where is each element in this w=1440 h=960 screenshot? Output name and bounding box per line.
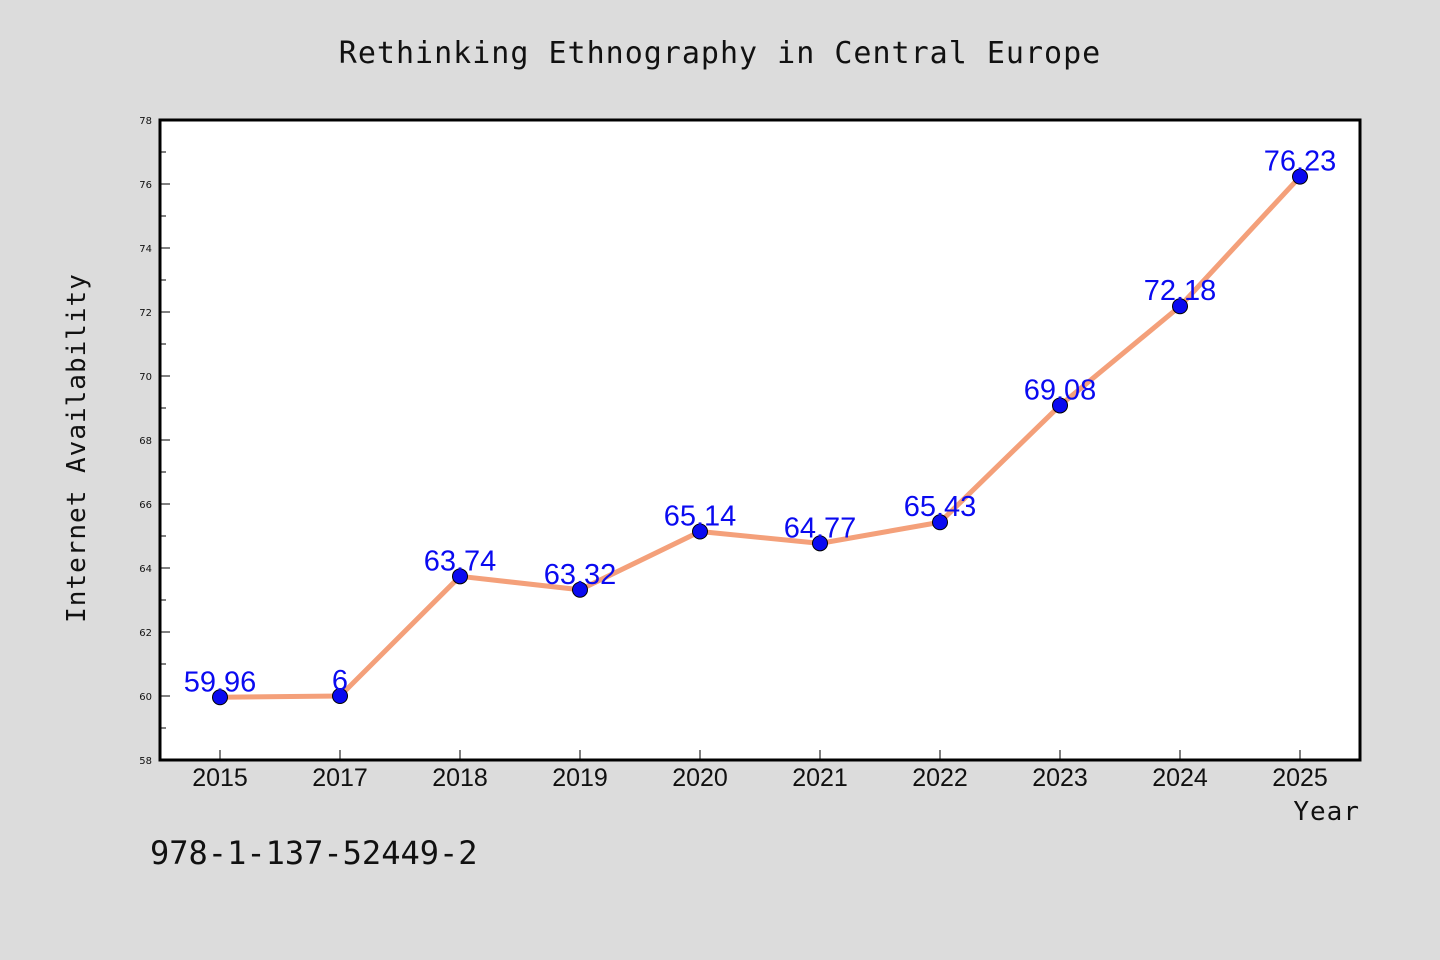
y-tick-label: 62: [139, 628, 152, 639]
y-tick-label: 76: [139, 180, 152, 191]
data-point: [1052, 397, 1068, 414]
data-point: [572, 581, 588, 598]
data-label: 65.43: [904, 491, 977, 523]
y-tick-label: 68: [139, 436, 152, 447]
y-tick-label: 64: [139, 564, 152, 575]
series-line: [217, 174, 1303, 700]
x-tick-label: 2017: [312, 764, 368, 792]
x-tick-label: 2015: [192, 764, 248, 792]
x-axis: 2015 2017 2018 2019 2020 2021 2022 2023 2024 2025: [192, 750, 1328, 792]
y-axis: 58 60 62 64 66 68 70 72 74 76 78: [139, 116, 170, 767]
data-label: 65.14: [664, 501, 737, 533]
data-label: 59.96: [184, 666, 257, 698]
data-label: 69.08: [1024, 374, 1097, 406]
chart-title: Rethinking Ethnography in Central Europe: [339, 36, 1101, 71]
data-point: [332, 688, 348, 704]
y-tick-label: 78: [139, 116, 152, 127]
x-tick-label: 2024: [1152, 764, 1208, 792]
y-tick-label: 74: [139, 244, 152, 255]
x-tick-label: 2019: [552, 764, 608, 792]
x-tick-label: 2020: [672, 764, 728, 792]
y-tick-label: 70: [139, 372, 152, 383]
series-group: 59.96 6 63.74 63.32 65.14 64.77 65.43 69.08 72.1…: [184, 146, 1337, 706]
x-tick-label: 2021: [792, 764, 848, 792]
data-point: [1172, 298, 1188, 315]
plot-area: [158, 118, 1362, 762]
x-tick-label: 2025: [1272, 764, 1328, 792]
data-point: [452, 568, 468, 585]
y-tick-label: 58: [139, 756, 152, 767]
data-label: 63.74: [424, 545, 497, 577]
x-tick-label: 2022: [912, 764, 968, 792]
data-point: [212, 689, 228, 706]
data-label: 72.18: [1144, 275, 1217, 307]
x-tick-label: 2023: [1032, 764, 1088, 792]
y-tick-label: 60: [139, 692, 152, 703]
y-tick-label: 72: [139, 308, 152, 319]
data-label: 64.77: [784, 512, 857, 544]
x-tick-label: 2018: [432, 764, 488, 792]
y-tick-label: 66: [139, 500, 152, 511]
y-axis-label: Internet Availability: [62, 273, 92, 623]
data-label: 63.32: [544, 559, 617, 591]
data-label: 6: [332, 665, 348, 697]
x-axis-label: Year: [1293, 797, 1360, 827]
data-point: [812, 535, 828, 552]
data-point: [932, 514, 948, 531]
data-point: [1292, 168, 1308, 185]
data-point: [692, 523, 708, 540]
footer-isbn: 978-1-137-52449-2: [150, 834, 478, 872]
data-label: 76.23: [1264, 146, 1337, 178]
